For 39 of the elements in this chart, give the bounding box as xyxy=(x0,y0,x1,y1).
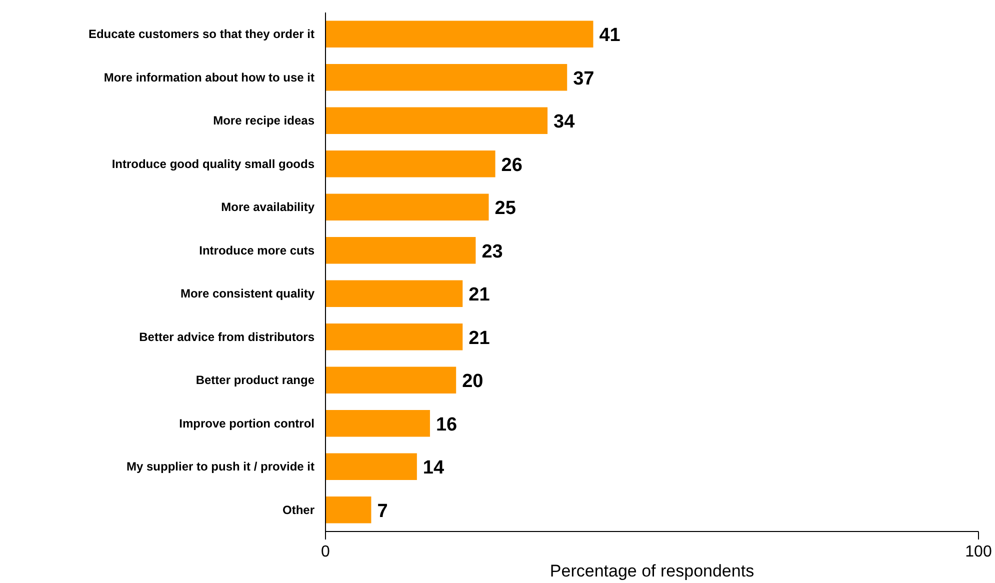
bar xyxy=(326,64,568,91)
data-label: 41 xyxy=(599,25,621,46)
bar xyxy=(326,236,476,264)
data-label: 14 xyxy=(422,458,444,479)
data-label: 21 xyxy=(468,328,490,349)
bar xyxy=(326,453,417,480)
bar xyxy=(326,366,456,394)
x-axis-title: Percentage of respondents xyxy=(550,562,754,580)
bar xyxy=(326,20,594,48)
y-tick-label: Other xyxy=(282,502,315,517)
y-tick-label: More consistent quality xyxy=(180,286,315,301)
data-label: 26 xyxy=(501,154,522,176)
y-tick-label: More availability xyxy=(221,200,315,214)
data-label: 23 xyxy=(482,241,503,262)
bar xyxy=(326,410,430,437)
bar xyxy=(326,150,496,178)
x-tick-label: 100 xyxy=(965,544,992,560)
y-tick-label: My supplier to push it / provide it xyxy=(126,460,315,474)
y-tick-label: Introduce good quality small goods xyxy=(112,156,315,171)
y-tick-label: More information about how to use it xyxy=(104,70,315,84)
data-label: 37 xyxy=(573,68,594,90)
y-tick-label: Better advice from distributors xyxy=(139,330,315,344)
y-tick-label: Improve portion control xyxy=(179,416,315,430)
y-tick-label: More recipe ideas xyxy=(213,114,315,128)
data-label: 21 xyxy=(468,284,490,306)
data-label: 16 xyxy=(436,414,458,436)
data-label: 25 xyxy=(494,198,516,220)
bar xyxy=(326,323,463,350)
y-tick-label: Introduce more cuts xyxy=(199,243,315,258)
bar xyxy=(326,496,372,524)
bar xyxy=(326,280,463,308)
y-tick-label: Better product range xyxy=(196,373,315,388)
data-label: 7 xyxy=(377,500,388,522)
bar xyxy=(326,107,548,134)
bar xyxy=(326,194,489,221)
data-label: 20 xyxy=(462,371,484,392)
y-tick-label: Educate customers so that they order it xyxy=(88,27,315,42)
x-tick-label: 0 xyxy=(321,544,330,560)
data-label: 34 xyxy=(554,112,576,133)
